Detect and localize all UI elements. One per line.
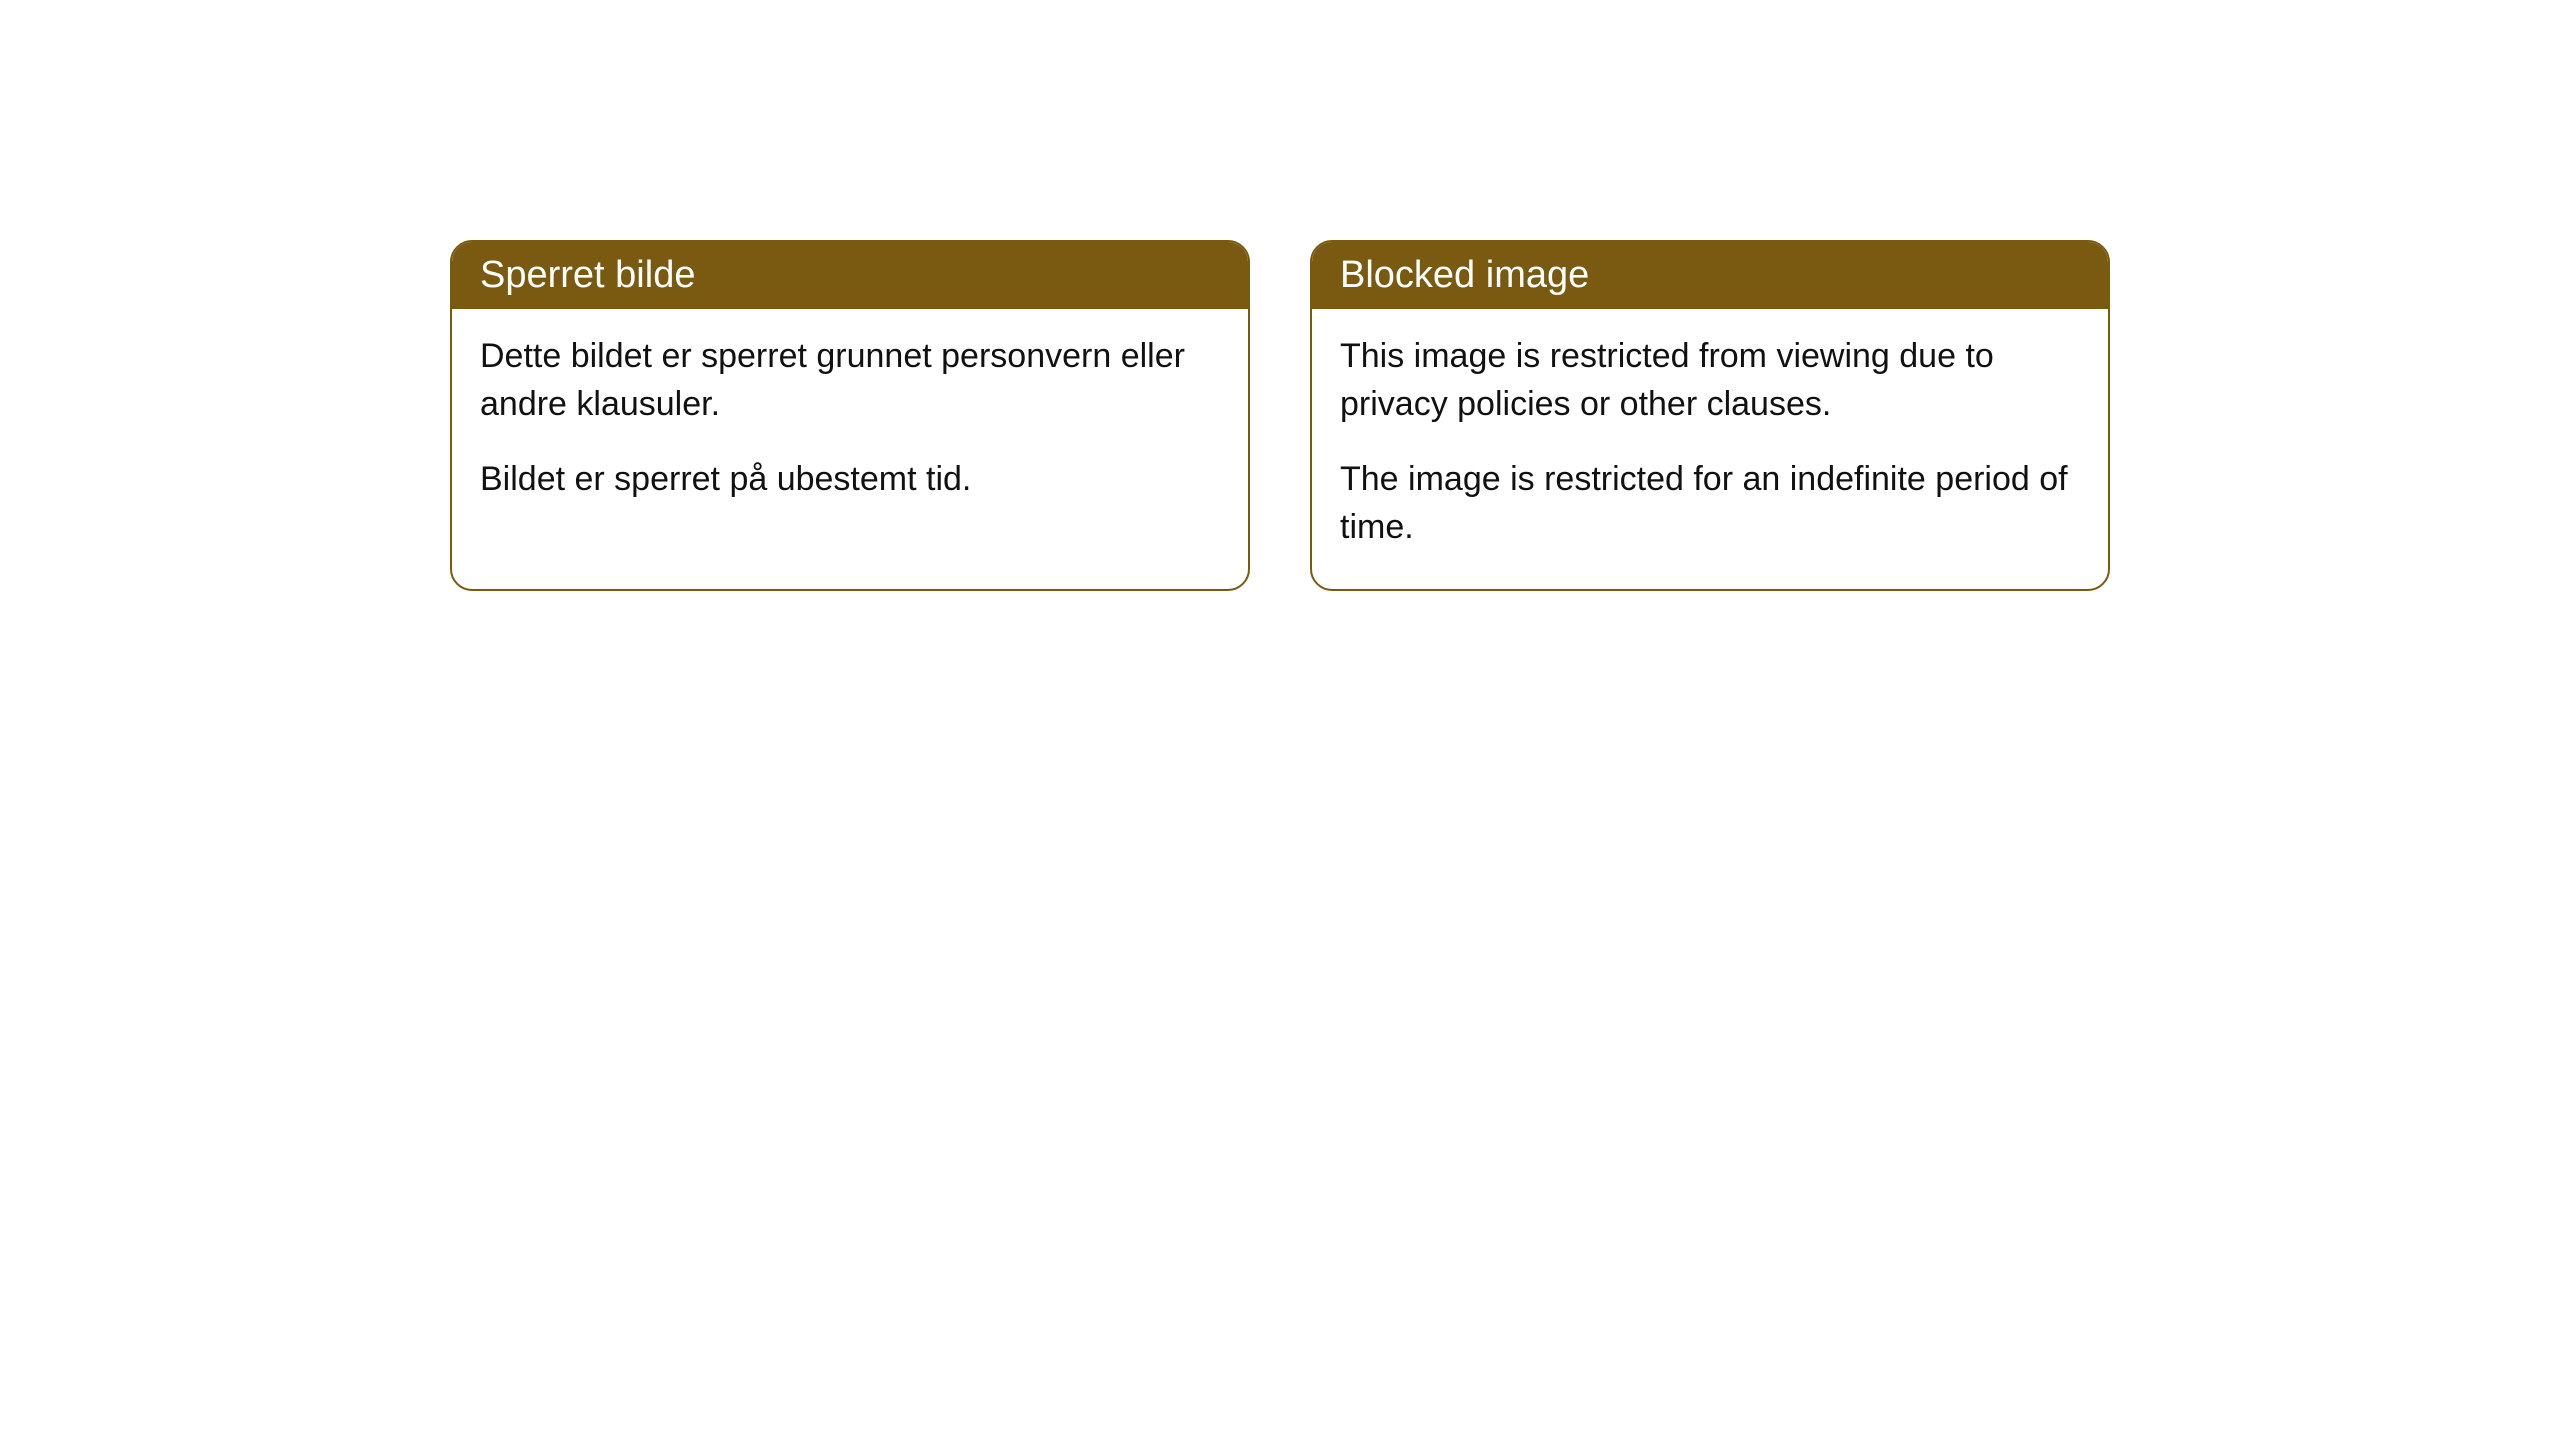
card-paragraph-en-1: This image is restricted from viewing du… <box>1340 333 2080 428</box>
card-header-no: Sperret bilde <box>452 242 1248 309</box>
card-norwegian: Sperret bilde Dette bildet er sperret gr… <box>450 240 1250 591</box>
card-paragraph-no-1: Dette bildet er sperret grunnet personve… <box>480 333 1220 428</box>
card-english: Blocked image This image is restricted f… <box>1310 240 2110 591</box>
card-body-en: This image is restricted from viewing du… <box>1312 309 2108 589</box>
card-body-no: Dette bildet er sperret grunnet personve… <box>452 309 1248 542</box>
cards-container: Sperret bilde Dette bildet er sperret gr… <box>450 240 2110 591</box>
card-header-en: Blocked image <box>1312 242 2108 309</box>
card-paragraph-en-2: The image is restricted for an indefinit… <box>1340 456 2080 551</box>
card-paragraph-no-2: Bildet er sperret på ubestemt tid. <box>480 456 1220 504</box>
